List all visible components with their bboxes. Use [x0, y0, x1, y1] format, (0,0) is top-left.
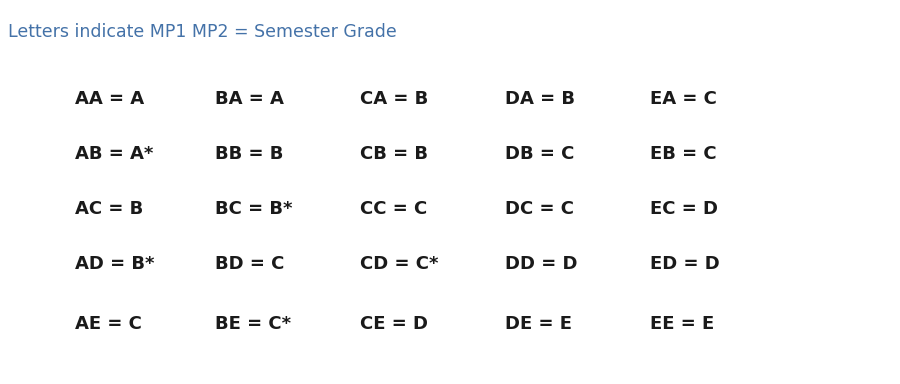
Text: EC = D: EC = D: [650, 200, 718, 218]
Text: DA = B: DA = B: [505, 90, 575, 108]
Text: BB = B: BB = B: [215, 145, 284, 163]
Text: Letters indicate MP1 MP2 = Semester Grade: Letters indicate MP1 MP2 = Semester Grad…: [8, 23, 397, 41]
Text: BE = C*: BE = C*: [215, 315, 291, 333]
Text: CC = C: CC = C: [360, 200, 427, 218]
Text: EA = C: EA = C: [650, 90, 717, 108]
Text: BD = C: BD = C: [215, 255, 284, 273]
Text: ED = D: ED = D: [650, 255, 720, 273]
Text: BC = B*: BC = B*: [215, 200, 292, 218]
Text: CA = B: CA = B: [360, 90, 428, 108]
Text: AE = C: AE = C: [75, 315, 142, 333]
Text: DE = E: DE = E: [505, 315, 572, 333]
Text: AC = B: AC = B: [75, 200, 143, 218]
Text: BA = A: BA = A: [215, 90, 284, 108]
Text: AA = A: AA = A: [75, 90, 144, 108]
Text: AD = B*: AD = B*: [75, 255, 155, 273]
Text: DD = D: DD = D: [505, 255, 578, 273]
Text: CB = B: CB = B: [360, 145, 428, 163]
Text: CE = D: CE = D: [360, 315, 428, 333]
Text: CD = C*: CD = C*: [360, 255, 438, 273]
Text: AB = A*: AB = A*: [75, 145, 153, 163]
Text: DB = C: DB = C: [505, 145, 574, 163]
Text: EB = C: EB = C: [650, 145, 716, 163]
Text: DC = C: DC = C: [505, 200, 574, 218]
Text: EE = E: EE = E: [650, 315, 715, 333]
